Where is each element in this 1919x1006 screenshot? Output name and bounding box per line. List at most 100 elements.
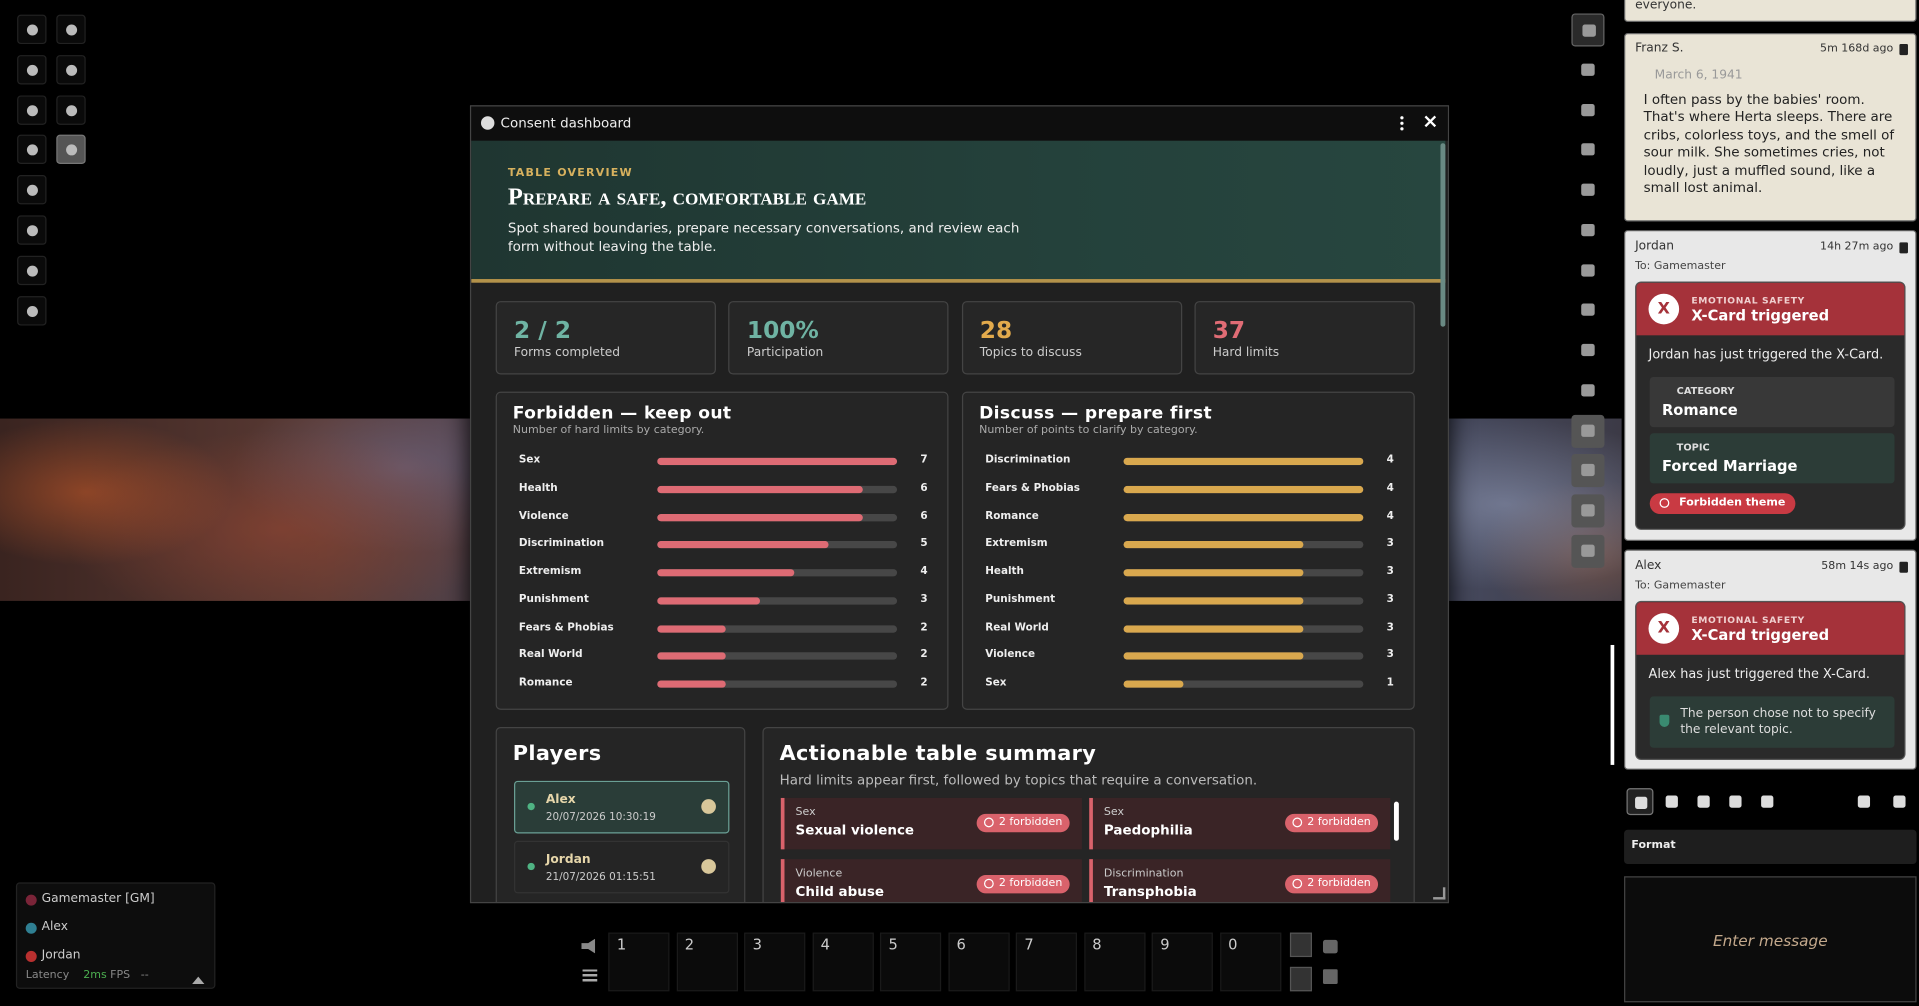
chat-control[interactable] (1658, 788, 1685, 815)
sidebar-tab[interactable] (1571, 254, 1604, 287)
hero: TABLE OVERVIEW Prepare a safe, comfortab… (471, 140, 1446, 283)
bar-track (657, 569, 898, 577)
sidebar-tab[interactable] (1571, 534, 1605, 568)
tool-button[interactable] (56, 134, 86, 164)
bar-track (657, 513, 898, 521)
volume-button[interactable] (581, 938, 596, 954)
bar-value: 7 (920, 454, 928, 467)
sidebar-tab[interactable] (1571, 294, 1604, 327)
hotbar-slot[interactable]: 1 (608, 932, 670, 992)
hotbar-slot[interactable]: 2 (676, 932, 738, 992)
summary-scrollbar[interactable] (1393, 801, 1399, 841)
page-down[interactable] (1289, 966, 1312, 992)
player-row[interactable]: Alex 20/07/2026 10:30:19 (514, 780, 730, 834)
hotbar-slot[interactable]: 0 (1219, 932, 1281, 992)
delete-button[interactable] (1899, 242, 1908, 254)
tool-button[interactable] (56, 55, 86, 85)
bar (657, 624, 726, 633)
tool-button[interactable] (56, 95, 86, 125)
collapse-button[interactable] (192, 971, 205, 984)
sidebar-tab[interactable] (1571, 214, 1604, 247)
slot-number: 7 (1024, 936, 1034, 954)
sidebar-tab[interactable] (1571, 134, 1604, 167)
stat-label: Forms completed (514, 346, 621, 360)
hotbar-slot[interactable]: 3 (744, 932, 806, 992)
player-name: Jordan (545, 853, 591, 867)
bar (657, 569, 795, 577)
sidebar-tab[interactable] (1571, 54, 1604, 87)
chat-scrollbar[interactable] (1610, 644, 1615, 765)
delete-button[interactable] (1899, 44, 1908, 56)
sidebar-tab[interactable] (1571, 174, 1604, 207)
sidebar-tab[interactable] (1571, 374, 1604, 407)
clear-button[interactable] (1322, 969, 1338, 984)
tab-icon (1582, 24, 1596, 37)
tool-button[interactable] (17, 255, 47, 286)
player-row[interactable]: Jordan 21/07/2026 01:15:51 (514, 840, 730, 894)
bar-track (1123, 596, 1364, 605)
tool-button[interactable] (17, 95, 47, 125)
item-category: Discrimination (1103, 867, 1184, 880)
chart-title: Discuss — prepare first (979, 403, 1213, 424)
bar-label: Sex (985, 676, 1007, 690)
hero-text: Spot shared boundaries, prepare necessar… (507, 220, 1020, 255)
lock-button[interactable] (1322, 939, 1338, 954)
bar-label: Discrimination (985, 454, 1071, 467)
tool-button[interactable] (17, 296, 47, 326)
player-dot (25, 894, 37, 906)
chat-control[interactable] (1850, 788, 1877, 815)
sidebar-tab[interactable] (1571, 334, 1604, 367)
menu-button[interactable] (582, 969, 598, 982)
sidebar-tab[interactable] (1571, 494, 1605, 528)
menu-button[interactable] (1400, 115, 1404, 131)
sidebar-tab[interactable] (1571, 13, 1605, 47)
hotbar-slot[interactable]: 5 (879, 932, 942, 992)
stat-value: 37 (1212, 316, 1246, 344)
bar-label: Romance (518, 676, 573, 690)
tab-icon (1581, 143, 1595, 156)
resize-handle[interactable] (1433, 887, 1446, 900)
hotbar-slot[interactable]: 8 (1083, 932, 1145, 992)
tool-button[interactable] (17, 134, 47, 164)
tool-button[interactable] (17, 215, 47, 245)
close-button[interactable]: × (1422, 108, 1439, 133)
chat-control[interactable] (1626, 788, 1654, 816)
message-input[interactable]: Enter message (1624, 876, 1917, 1003)
tab-icon (1581, 464, 1595, 477)
chat-control[interactable] (1886, 788, 1913, 815)
hotbar-slot[interactable]: 4 (812, 932, 874, 992)
tool-button[interactable] (56, 14, 86, 45)
bar-track (1123, 652, 1364, 660)
item-topic: Child abuse (795, 883, 884, 900)
bar-label: Punishment (518, 593, 589, 606)
tool-button[interactable] (17, 55, 47, 85)
bar (1123, 596, 1304, 605)
tool-icon (26, 225, 38, 237)
stat-label: Topics to discuss (979, 346, 1082, 360)
chat-control[interactable] (1754, 788, 1781, 815)
submitted-date: 21/07/2026 01:15:51 (545, 871, 656, 884)
scrollbar[interactable] (1440, 143, 1446, 327)
tool-button[interactable] (17, 175, 47, 205)
format-menu[interactable]: Format (1631, 839, 1676, 852)
bar (1123, 541, 1304, 549)
item-topic: Transphobia (1103, 883, 1197, 900)
tool-button[interactable] (17, 14, 47, 45)
chat-control[interactable] (1722, 788, 1749, 815)
hotbar-slot[interactable]: 7 (1015, 932, 1077, 992)
chat-control[interactable] (1690, 788, 1717, 815)
players-title: Players (512, 741, 602, 767)
bar (657, 541, 829, 549)
sidebar-tab[interactable] (1571, 454, 1605, 488)
sidebar-tab[interactable] (1571, 414, 1605, 448)
slot-number: 6 (956, 936, 966, 954)
stat-value: 28 (979, 316, 1013, 344)
page-up[interactable] (1289, 932, 1312, 958)
delete-button[interactable] (1899, 561, 1908, 573)
bar (657, 596, 761, 605)
latency-value: 2ms (83, 969, 107, 982)
sidebar-tab[interactable] (1571, 94, 1604, 127)
hotbar-slot[interactable]: 6 (947, 932, 1010, 992)
hotbar-slot[interactable]: 9 (1151, 932, 1213, 992)
